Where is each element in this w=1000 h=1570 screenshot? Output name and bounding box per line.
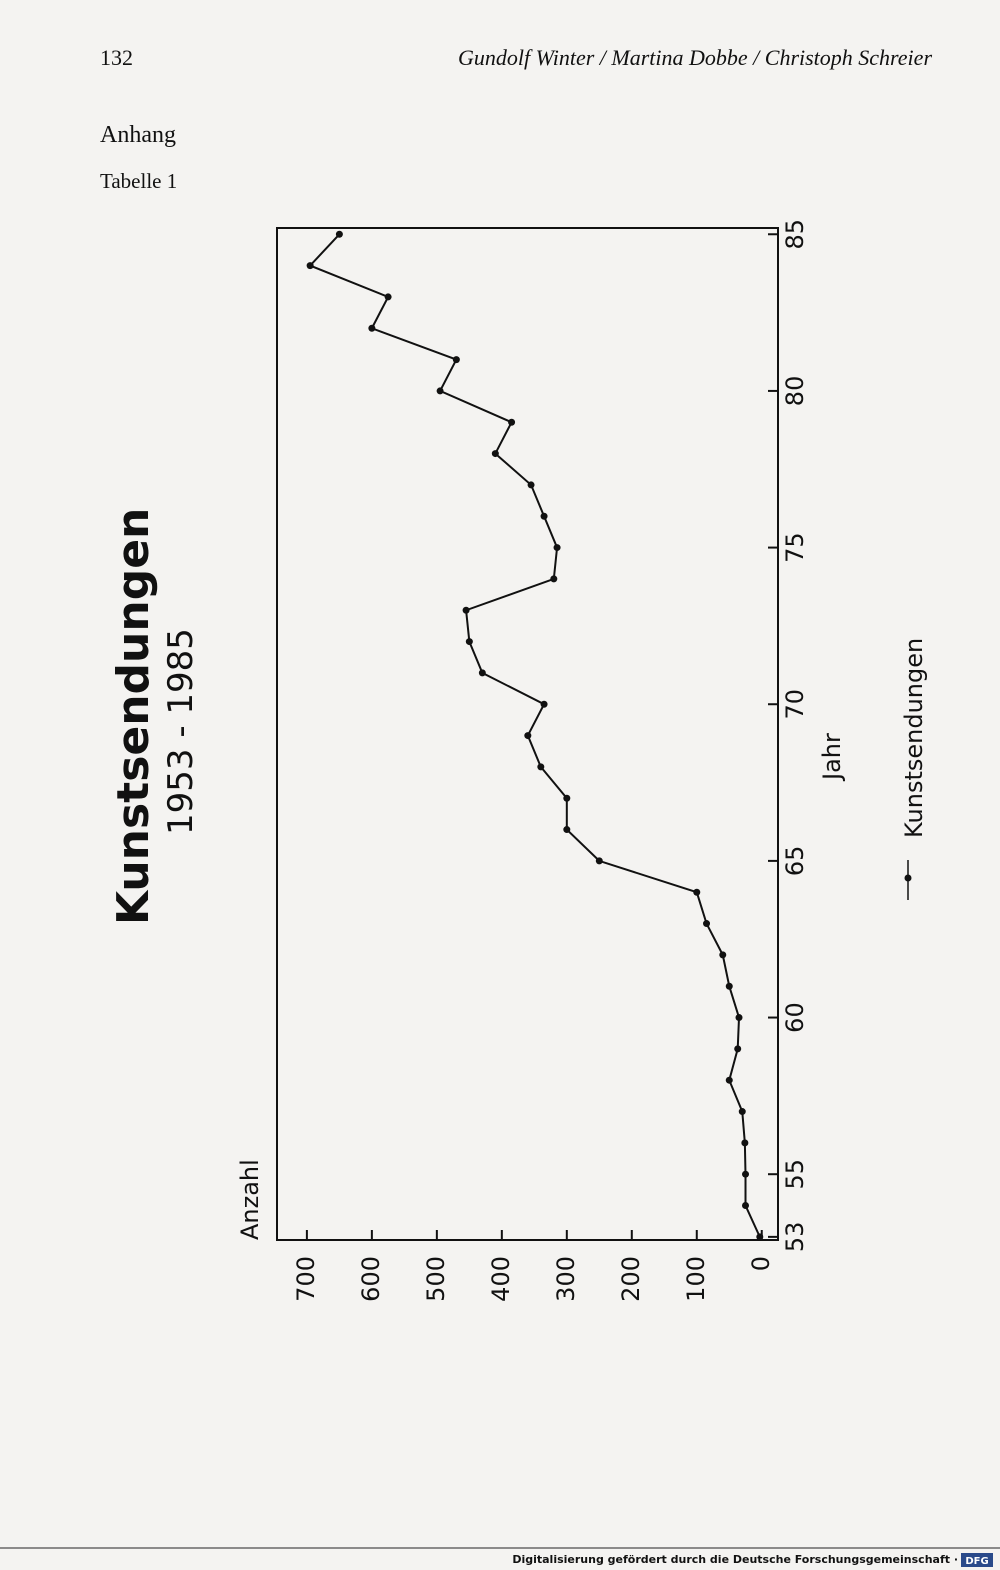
data-point [734,1045,742,1053]
data-point [563,826,571,834]
data-point [550,575,558,583]
data-point [436,387,444,395]
data-point [524,732,532,740]
data-point [527,481,535,489]
legend: Kunstsendungen [900,638,928,900]
data-point [306,262,314,270]
x-tick-label: 65 [781,846,809,877]
page-number: 132 [100,45,133,70]
data-point [478,669,486,677]
x-tick-label: 80 [781,376,809,407]
x-tick-label: 85 [781,219,809,250]
data-point [452,356,460,364]
x-tick-label: 75 [781,532,809,563]
legend-label: Kunstsendungen [900,638,928,838]
data-point [719,951,727,959]
legend-marker [904,874,912,882]
data-point [693,888,701,896]
x-tick-label: 55 [781,1159,809,1190]
data-point [735,1014,743,1022]
x-tick-label: 60 [781,1002,809,1033]
data-point [462,606,470,614]
data-point [742,1170,750,1178]
data-point [553,544,561,552]
footer-logo: DFG [965,1556,988,1567]
data-point [491,450,499,458]
data-point [540,700,548,708]
data-point [725,1076,733,1084]
y-tick-label: 700 [292,1256,320,1302]
data-point [741,1139,749,1147]
x-tick-label: 53 [781,1222,809,1253]
data-point [725,982,733,990]
y-axis-label: Anzahl [236,1159,264,1240]
footer-text: Digitalisierung gefördert durch die Deut… [512,1553,958,1566]
data-point [540,512,548,520]
chart-subtitle: 1953 - 1985 [161,628,201,835]
y-tick-label: 200 [617,1256,645,1302]
section-title: Anhang [100,122,176,148]
data-point [508,418,516,426]
y-tick-label: 300 [552,1256,580,1302]
data-point [738,1108,746,1116]
data-point [756,1233,764,1241]
x-axis-label: Jahr [818,733,846,782]
data-point [703,920,711,928]
data-point [742,1202,750,1210]
y-tick-label: 600 [357,1256,385,1302]
table-label: Tabelle 1 [100,169,177,193]
data-point [595,857,603,865]
data-point [335,230,343,238]
y-tick-label: 500 [422,1256,450,1302]
data-point [537,763,545,771]
running-head: Gundolf Winter / Martina Dobbe / Christo… [458,45,932,70]
data-point [384,293,392,301]
plot-frame [276,227,779,1241]
data-point [368,324,376,332]
x-tick-label: 70 [781,689,809,720]
y-tick-label: 100 [682,1256,710,1302]
chart-title: Kunstsendungen [108,508,159,925]
y-tick-label: 0 [747,1256,775,1271]
footer-logo-box [961,1553,993,1567]
data-point [563,794,571,802]
y-tick-label: 400 [487,1256,515,1302]
data-point [465,638,473,646]
